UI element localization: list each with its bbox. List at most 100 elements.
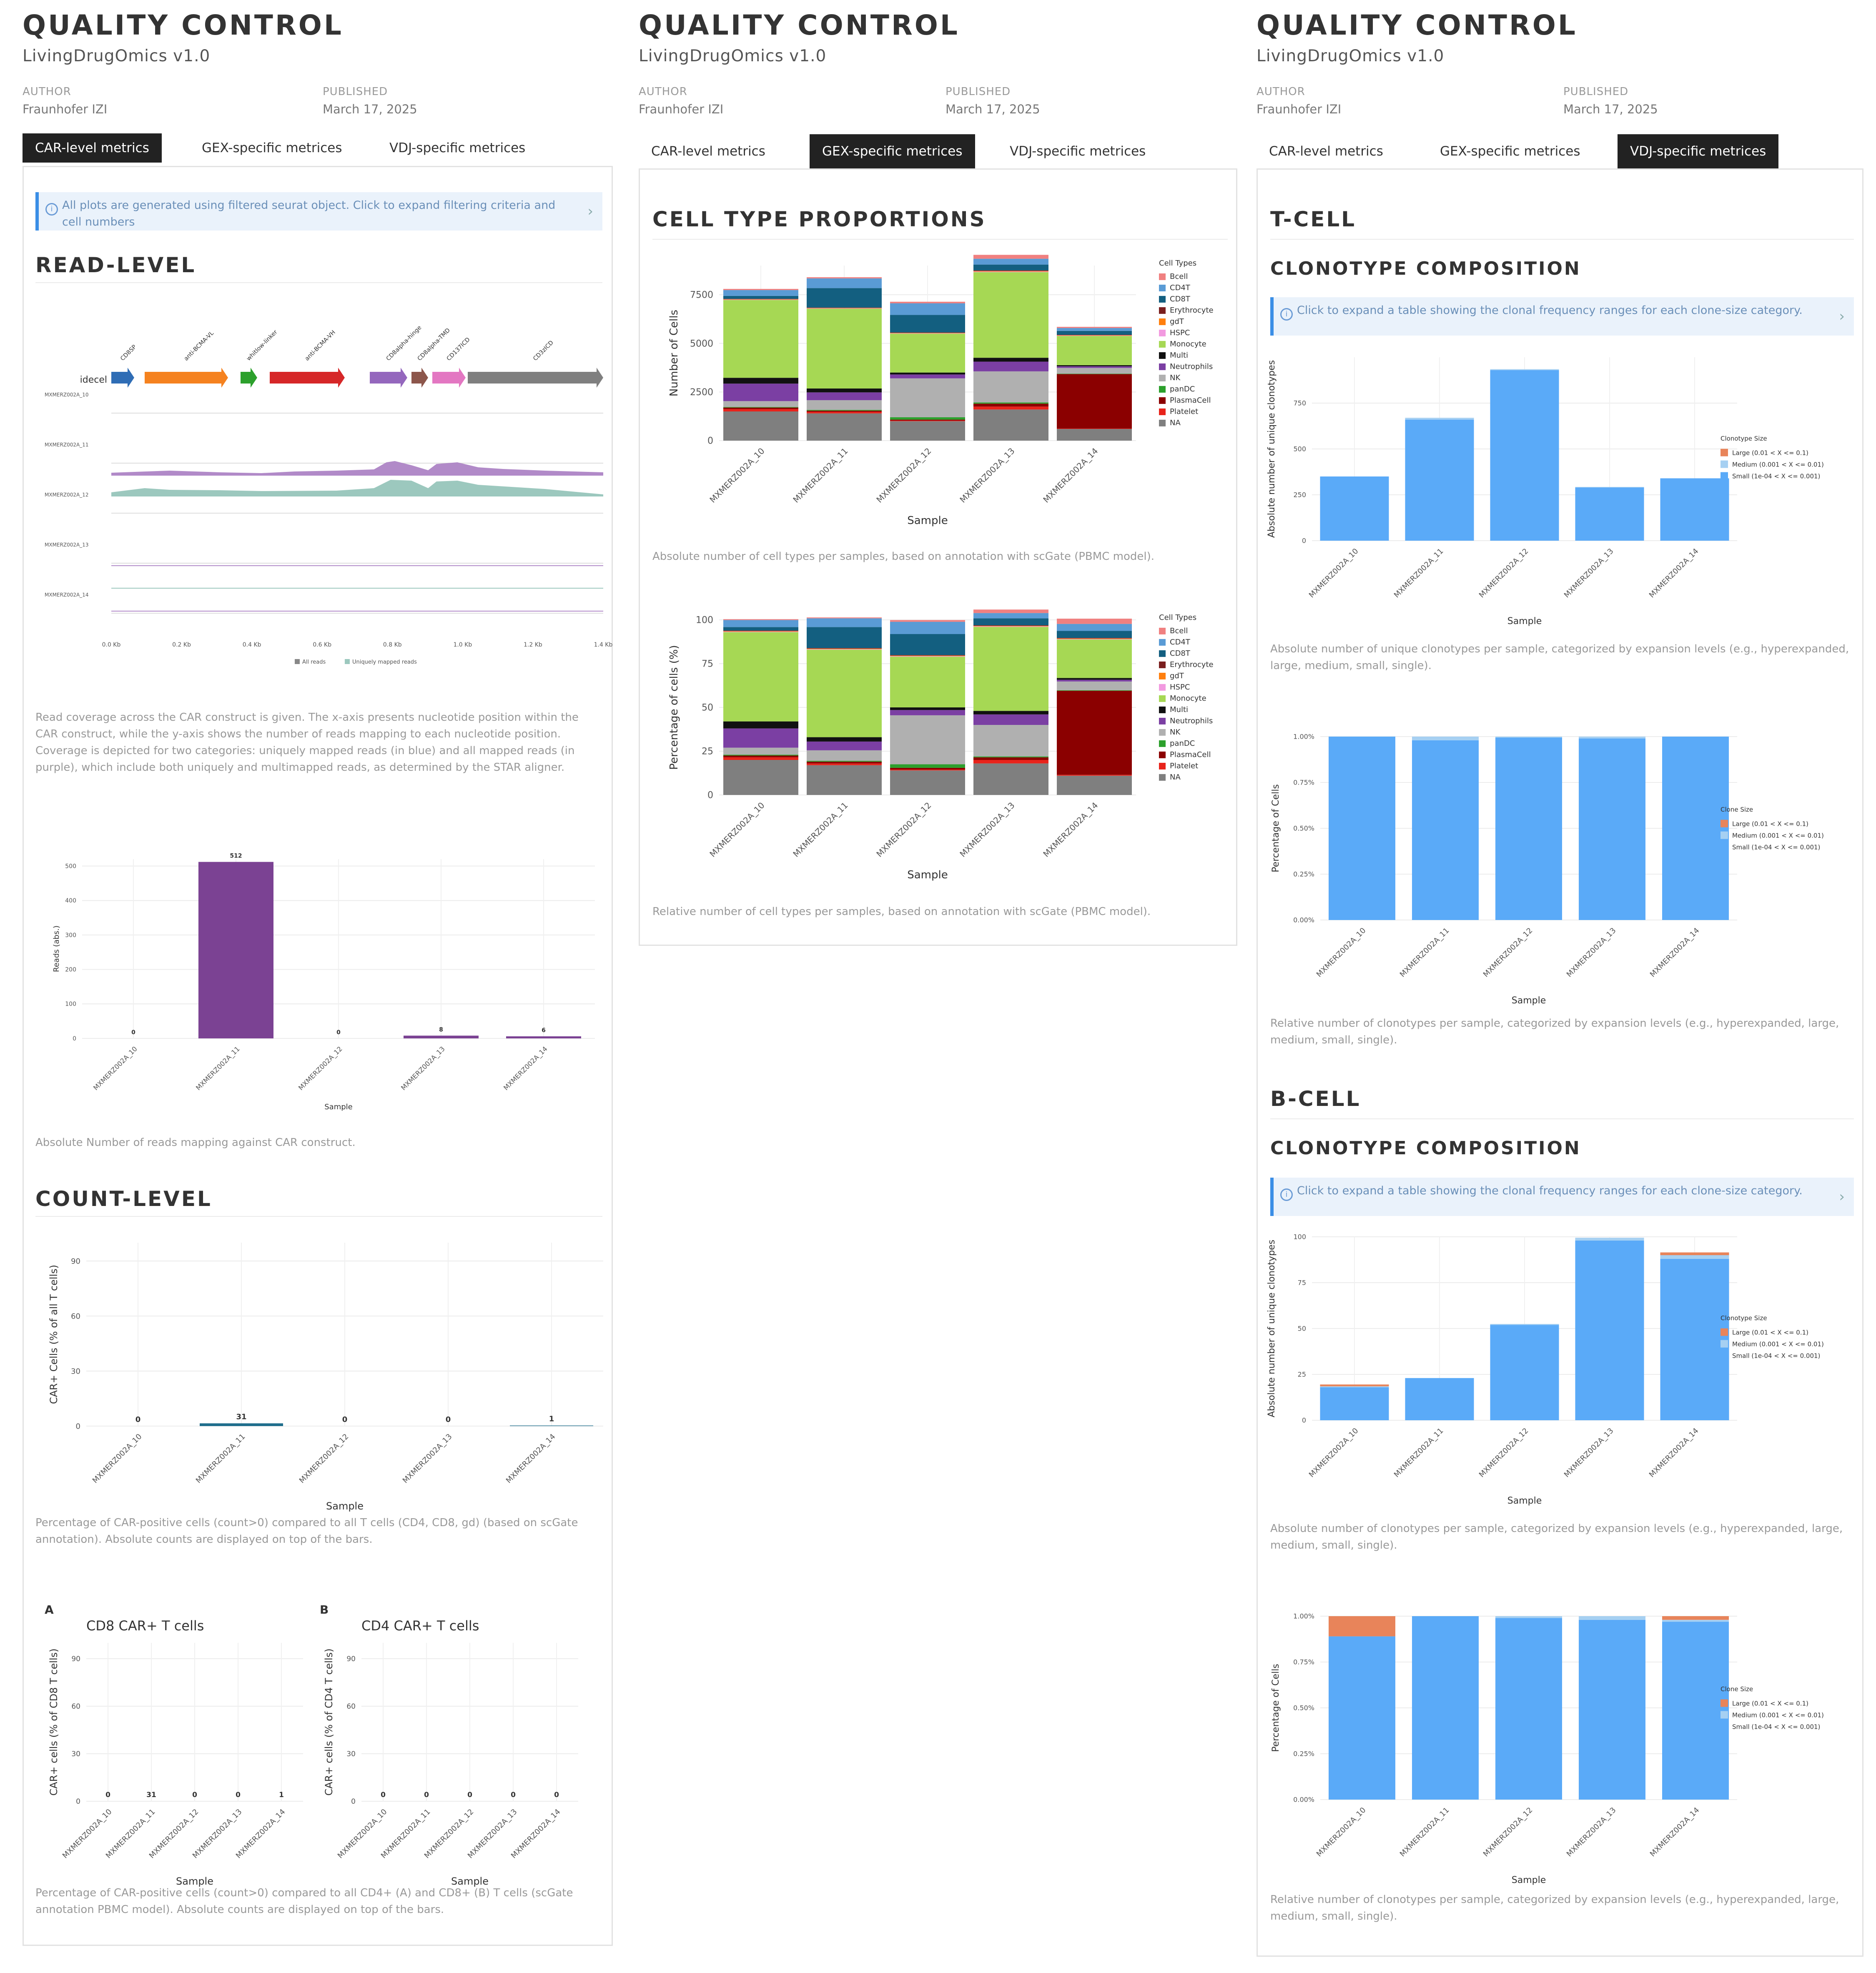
info-icon: i — [1280, 1188, 1293, 1201]
bar-segment — [1329, 1636, 1395, 1800]
x-tick-label: MXMERZ002A_14 — [1648, 1806, 1701, 1859]
bar-segment — [890, 622, 965, 634]
bar-segment — [973, 763, 1048, 795]
y-tick-label: 90 — [71, 1257, 80, 1266]
bar-segment — [1057, 775, 1132, 776]
x-tick-label: MXMERZ002A_12 — [874, 800, 933, 859]
bar-segment — [1057, 331, 1132, 335]
bar-segment — [723, 401, 798, 407]
x-tick-label: MXMERZ002A_12 — [298, 1432, 351, 1485]
tab-vdj[interactable]: VDJ-specific metrices — [1010, 144, 1146, 159]
bar-segment — [1057, 327, 1132, 328]
tab-car-level[interactable]: CAR-level metrics — [1269, 144, 1383, 159]
legend-title: Clone Size — [1721, 806, 1753, 813]
track-label: MXMERZ002A_10 — [45, 392, 88, 398]
legend-swatch — [1721, 460, 1728, 468]
bar-segment — [973, 371, 1048, 403]
legend-title: Clone Size — [1721, 1685, 1753, 1693]
y-tick-label: 50 — [1298, 1325, 1306, 1333]
bar-segment — [1495, 737, 1562, 920]
y-tick-label: 500 — [65, 863, 76, 870]
published-value: March 17, 2025 — [323, 102, 417, 116]
legend-swatch — [1159, 717, 1166, 725]
bar-segment — [723, 632, 798, 722]
page-subtitle: LivingDrugOmics v1.0 — [639, 47, 827, 65]
y-tick-label: 0 — [73, 1035, 76, 1042]
cell-type-heading: CELL TYPE PROPORTIONS — [652, 207, 986, 231]
y-tick-label: 25 — [702, 747, 713, 757]
bar-segment — [723, 627, 798, 631]
bar-segment — [973, 409, 1048, 441]
author-value: Fraunhofer IZI — [639, 102, 724, 116]
y-tick-label: 100 — [65, 1001, 76, 1008]
panel-letter: A — [45, 1603, 54, 1617]
y-tick-label: 500 — [1293, 445, 1306, 453]
x-axis-title: Sample — [1507, 616, 1542, 627]
x-tick-label: MXMERZ002A_14 — [509, 1808, 562, 1860]
bar-segment — [1057, 328, 1132, 331]
tab-bar: CAR-level metrics GEX-specific metrices … — [639, 134, 1237, 168]
chevron-right-icon: › — [1839, 1188, 1845, 1205]
y-tick-label: 75 — [1298, 1279, 1306, 1287]
bcell-heading: B-CELL — [1270, 1087, 1361, 1111]
y-tick-label: 0.00% — [1293, 916, 1314, 924]
tab-car-level[interactable]: CAR-level metrics — [651, 144, 765, 159]
bar-segment — [807, 413, 882, 441]
legend-swatch — [1159, 397, 1166, 404]
celltype-abs-chart: 0 2500 5000 7500 MXMERZ002A_10 MXMERZ002A_11 M… — [668, 255, 1214, 527]
legend-swatch — [1721, 472, 1728, 480]
bar-segment — [723, 757, 798, 760]
tcell-info-banner[interactable]: i Click to expand a table showing the cl… — [1270, 297, 1854, 336]
bar-segment — [1057, 366, 1132, 368]
filter-info-banner[interactable]: i All plots are generated using filtered… — [35, 192, 602, 231]
tcell-rel-caption: Relative number of clonotypes per sample… — [1270, 1017, 1839, 1046]
x-axis-title: Sample — [907, 514, 948, 527]
bar-segment — [1575, 487, 1644, 541]
tab-vdj[interactable]: VDJ-specific metrices — [1618, 134, 1779, 168]
tab-gex[interactable]: GEX-specific metrices — [1440, 144, 1580, 159]
legend-label: NK — [1170, 374, 1181, 382]
legend-swatch — [1721, 820, 1728, 827]
reads-caption: Absolute Number of reads mapping against… — [35, 1136, 356, 1149]
bar-segment — [807, 741, 882, 750]
x-tick-label: MXMERZ002A_12 — [1482, 926, 1535, 979]
page-title: QUALITY CONTROL — [639, 9, 960, 41]
x-tick-label: MXMERZ002A_13 — [1565, 1806, 1618, 1859]
reads-bar-chart: 0 100 200 300 400 500 0 MXMERZ002A_10 512 MXMERZ0… — [52, 853, 595, 1111]
legend-swatch — [1721, 1328, 1728, 1336]
celltype-rel-chart: 0 25 50 75 100 MXMERZ002A_10 MXMERZ002A_11 MXME… — [668, 609, 1214, 881]
tcell-rel-chart: 0.00% 0.25% 0.50% 0.75% 1.00% MXMERZ002A_10 MX… — [1271, 733, 1824, 1006]
y-tick-label: 0 — [1302, 1416, 1306, 1424]
x-tick-label: 1.4 Kb — [594, 642, 613, 648]
bar-segment — [723, 290, 798, 296]
data-label: 0 — [342, 1415, 348, 1424]
tab-vdj[interactable]: VDJ-specific metrices — [389, 140, 526, 155]
legend-label: Platelet — [1170, 762, 1198, 770]
legend-label: Erythrocyte — [1170, 306, 1214, 315]
y-tick-label: 5000 — [690, 338, 713, 349]
x-tick-label: MXMERZ002A_12 — [1482, 1806, 1535, 1859]
y-tick-label: 7500 — [690, 290, 713, 301]
tab-gex[interactable]: GEX-specific metrices — [810, 134, 975, 168]
bar-segment — [973, 258, 1048, 265]
count-caption: Percentage of CAR-positive cells (count>… — [35, 1517, 578, 1546]
bcell-info-banner[interactable]: i Click to expand a table showing the cl… — [1270, 1178, 1854, 1216]
bar-segment — [1057, 365, 1132, 366]
bar-segment — [973, 264, 1048, 271]
tab-car-level[interactable]: CAR-level metrics — [23, 133, 162, 163]
x-tick-label: MXMERZ002A_13 — [958, 800, 1016, 859]
legend-swatch — [295, 659, 300, 664]
x-tick-label: MXMERZ002A_14 — [234, 1808, 287, 1860]
legend-swatch — [1159, 729, 1166, 736]
tab-gex[interactable]: GEX-specific metrices — [202, 140, 342, 155]
x-tick-label: MXMERZ002A_11 — [791, 446, 850, 505]
x-tick-label: MXMERZ002A_12 — [874, 446, 933, 505]
divider — [652, 239, 1228, 240]
y-axis-title: CAR+ cells (% of CD8 T cells) — [48, 1648, 60, 1795]
legend-swatch — [1721, 449, 1728, 456]
bar-segment — [973, 406, 1048, 410]
bar-segment — [890, 710, 965, 715]
legend-title: Cell Types — [1159, 613, 1196, 622]
x-tick-label: MXMERZ002A_14 — [1041, 446, 1100, 505]
